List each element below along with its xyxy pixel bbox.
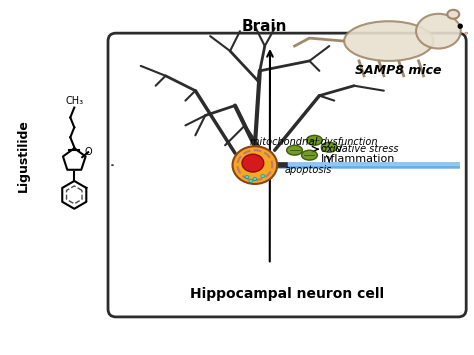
Ellipse shape (321, 142, 337, 152)
Ellipse shape (344, 21, 433, 61)
Text: apoptosis: apoptosis (284, 165, 332, 175)
Text: Hippocampal neuron cell: Hippocampal neuron cell (190, 287, 384, 301)
Ellipse shape (301, 150, 318, 160)
Text: CH₃: CH₃ (65, 95, 83, 105)
Ellipse shape (245, 175, 249, 179)
Text: Inflammation: Inflammation (321, 154, 396, 164)
Text: O: O (84, 147, 92, 157)
Ellipse shape (253, 178, 257, 180)
Ellipse shape (447, 10, 459, 19)
Text: Ligustilide: Ligustilide (17, 119, 30, 192)
Ellipse shape (287, 145, 302, 155)
Text: mitochondrial dysfunction: mitochondrial dysfunction (250, 137, 377, 147)
Text: oxidative stress: oxidative stress (321, 144, 399, 154)
Ellipse shape (261, 175, 265, 178)
Ellipse shape (249, 180, 253, 182)
Ellipse shape (465, 32, 468, 34)
Text: Brain: Brain (242, 19, 288, 34)
Ellipse shape (458, 24, 462, 28)
Ellipse shape (233, 146, 277, 184)
Ellipse shape (416, 14, 461, 49)
Ellipse shape (307, 135, 322, 145)
Text: SAMP8 mice: SAMP8 mice (356, 64, 442, 77)
FancyBboxPatch shape (108, 33, 466, 317)
Ellipse shape (242, 154, 264, 172)
